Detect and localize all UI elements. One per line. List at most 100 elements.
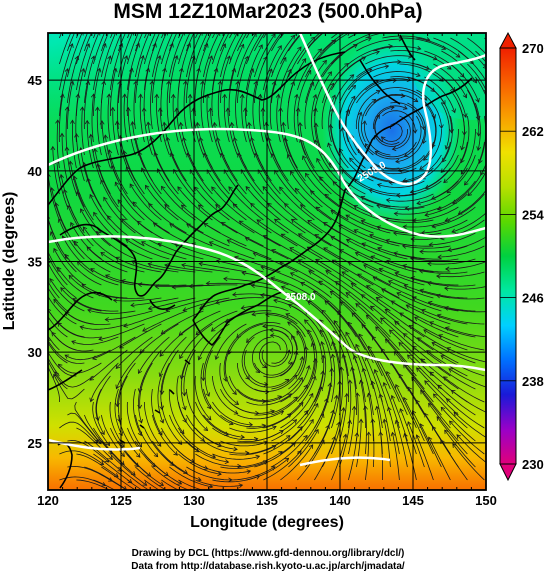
streamline-arrowhead [232, 136, 238, 142]
contour-label: 2508.0 [285, 292, 316, 303]
streamline [412, 345, 451, 377]
streamline [351, 367, 357, 416]
streamline-arrowhead [132, 499, 136, 503]
streamline-arrowhead [284, 203, 289, 208]
streamline-arrowhead [266, 136, 272, 142]
streamline-arrowhead [92, 148, 98, 153]
streamline-arrowhead [162, 67, 167, 73]
streamline [433, 63, 467, 98]
streamline [436, 294, 485, 300]
streamline-arrowhead [261, 399, 267, 404]
streamline [254, 419, 297, 442]
streamline [203, 33, 220, 78]
streamline-arrowhead [154, 93, 160, 99]
streamline-arrowhead [294, 293, 299, 298]
streamline-arrowhead [99, 120, 105, 125]
streamline [48, 173, 60, 221]
streamline-arrowhead [135, 453, 141, 458]
streamline-arrowhead [269, 327, 274, 333]
streamline [269, 81, 276, 130]
streamline-arrowhead [347, 261, 353, 266]
streamline [117, 81, 121, 130]
streamline-arrowhead [310, 190, 315, 195]
lat-lon-grid [48, 33, 486, 490]
streamline [354, 178, 400, 195]
streamline [492, 103, 496, 150]
x-tick-label: 120 [37, 493, 59, 508]
streamline [300, 282, 340, 312]
streamline-arrowhead [280, 233, 286, 238]
streamline [448, 368, 486, 388]
streamline-arrowhead [398, 341, 403, 347]
streamline [251, 284, 298, 299]
streamline [48, 255, 68, 286]
streamline [444, 307, 486, 313]
streamline-arrowhead [221, 491, 225, 495]
streamline-arrowhead [249, 67, 255, 73]
streamline-arrowhead [396, 292, 402, 297]
streamline-arrowhead [228, 186, 233, 191]
streamline-arrowhead [240, 305, 246, 310]
streamline [203, 223, 247, 247]
streamline [414, 316, 459, 338]
streamline [115, 182, 145, 221]
streamline [269, 329, 293, 364]
streamline-arrowhead [237, 463, 242, 469]
streamline [67, 412, 102, 445]
streamline-arrowhead [34, 283, 38, 287]
streamline-arrowhead [418, 268, 424, 274]
streamline-arrowhead [112, 298, 118, 303]
streamline [127, 43, 140, 91]
streamline [395, 129, 425, 163]
streamline-arrowhead [232, 292, 237, 297]
streamline [96, 375, 111, 421]
streamline [100, 81, 105, 130]
streamline-arrowhead [363, 264, 368, 269]
streamline-arrowhead [120, 452, 125, 457]
streamline-arrowhead [308, 444, 314, 449]
streamline [251, 336, 272, 373]
streamline [127, 33, 139, 65]
streamline-arrowhead [70, 119, 75, 124]
streamline-arrowhead [290, 170, 295, 176]
streamline-arrowhead [162, 121, 167, 127]
streamline [396, 180, 442, 196]
streamline-arrowhead [57, 218, 63, 223]
streamline [433, 89, 452, 133]
streamline-arrowhead [260, 265, 266, 270]
streamline [380, 317, 417, 351]
streamline-arrowhead [390, 300, 396, 305]
streamline [194, 375, 212, 421]
streamline-arrowhead [444, 145, 450, 150]
streamline-arrowhead [146, 121, 151, 126]
streamline-arrowhead [217, 80, 223, 86]
streamline [450, 63, 480, 103]
streamline [263, 45, 282, 91]
streamline-arrowhead [217, 471, 222, 477]
streamline-arrowhead [394, 271, 400, 277]
streamline-arrowhead [402, 224, 408, 230]
streamline-arrowhead [413, 97, 419, 103]
streamline-arrowhead [437, 254, 442, 260]
streamline-arrowhead [398, 373, 403, 379]
streamline-arrowhead [132, 201, 138, 206]
streamline [310, 190, 349, 221]
streamline [398, 342, 434, 377]
streamline [420, 289, 468, 299]
streamline-arrowhead [36, 334, 40, 338]
streamline-arrowhead [353, 205, 359, 210]
streamline-arrowhead [43, 344, 47, 348]
axis-ticks: 120 125 130 135 140 145 150 25 30 35 40 45 [28, 33, 497, 508]
streamline-arrowhead [399, 312, 404, 317]
streamline [219, 362, 239, 405]
streamline [295, 188, 332, 221]
streamline [211, 68, 218, 117]
streamline-arrowhead [310, 36, 316, 42]
streamline-arrowhead [246, 469, 252, 474]
streamline [243, 349, 268, 386]
streamline-arrowhead [415, 399, 420, 405]
streamline-arrowhead [324, 193, 330, 199]
streamline [280, 365, 310, 403]
streamline [246, 44, 263, 91]
streamline-arrowhead [493, 147, 497, 151]
